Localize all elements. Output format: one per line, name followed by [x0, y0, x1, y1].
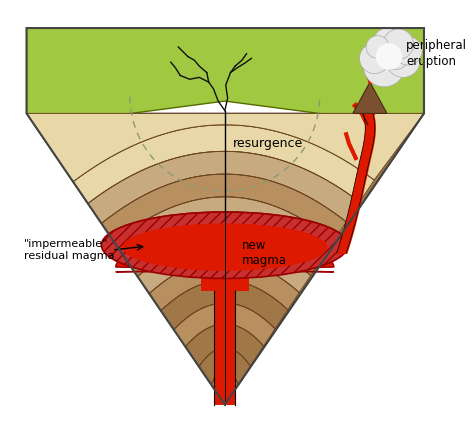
Polygon shape	[149, 259, 299, 311]
Polygon shape	[223, 390, 227, 405]
Polygon shape	[101, 212, 348, 260]
Polygon shape	[185, 324, 264, 367]
Polygon shape	[214, 291, 235, 405]
Circle shape	[366, 36, 389, 58]
Circle shape	[386, 43, 420, 78]
Polygon shape	[116, 241, 334, 272]
Circle shape	[375, 43, 402, 70]
Polygon shape	[73, 125, 374, 204]
Circle shape	[363, 45, 405, 87]
Text: peripheral
eruption: peripheral eruption	[406, 40, 467, 69]
Polygon shape	[27, 113, 424, 405]
Circle shape	[359, 43, 390, 74]
Ellipse shape	[122, 223, 327, 271]
Polygon shape	[27, 28, 424, 120]
Text: new
magma: new magma	[242, 239, 287, 267]
Circle shape	[374, 28, 400, 55]
Polygon shape	[27, 113, 424, 182]
Polygon shape	[114, 197, 334, 259]
Polygon shape	[126, 218, 322, 276]
Polygon shape	[88, 151, 360, 223]
Polygon shape	[353, 82, 387, 113]
Polygon shape	[174, 303, 275, 347]
Polygon shape	[199, 348, 250, 385]
Ellipse shape	[101, 212, 348, 279]
Polygon shape	[201, 267, 248, 291]
Polygon shape	[211, 369, 238, 402]
Polygon shape	[0, 11, 450, 415]
Text: resurgence: resurgence	[232, 137, 302, 150]
Polygon shape	[101, 174, 346, 242]
Polygon shape	[137, 239, 310, 294]
Circle shape	[383, 29, 413, 59]
Polygon shape	[161, 280, 288, 330]
Circle shape	[393, 37, 422, 65]
Text: "impermeable"
residual magma: "impermeable" residual magma	[24, 239, 114, 261]
Circle shape	[374, 32, 412, 70]
